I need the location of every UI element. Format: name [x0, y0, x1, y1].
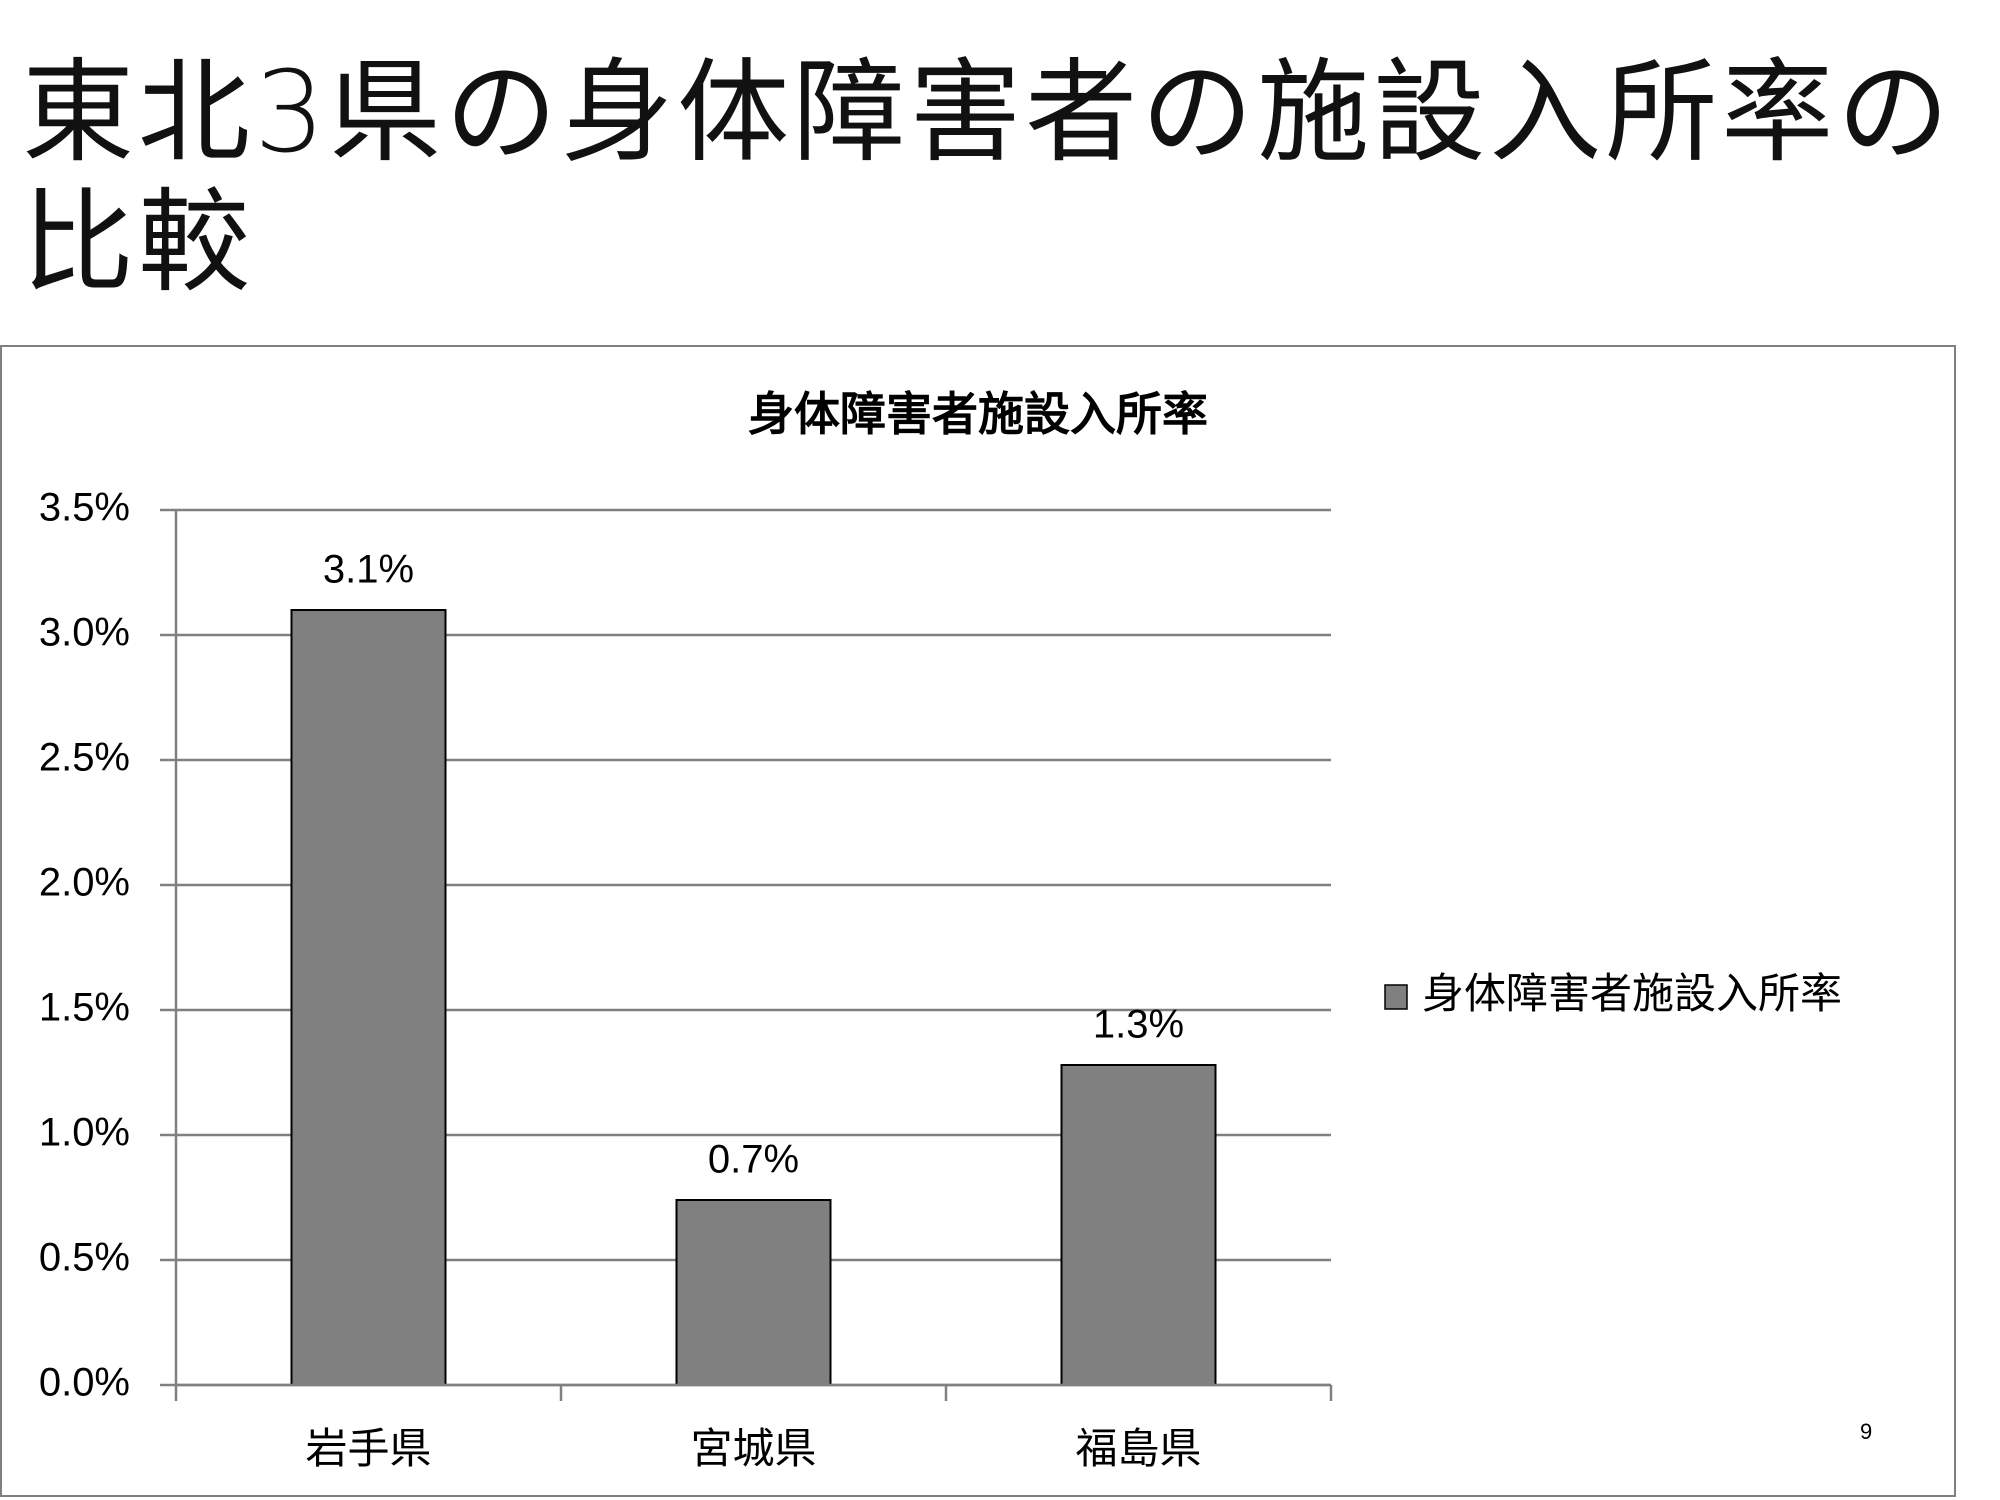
data-label: 0.7% — [708, 1138, 799, 1182]
legend-label: 身体障害者施設入所率 — [1422, 970, 1842, 1017]
slide-title: 東北3県の身体障害者の施設入所率の比較 — [22, 48, 1954, 308]
y-tick-label: 3.0% — [39, 611, 130, 655]
y-tick-label: 2.5% — [39, 736, 130, 780]
chart-border — [0, 345, 1956, 1497]
x-tick-label: 岩手県 — [305, 1425, 431, 1472]
bar — [290, 609, 447, 1386]
y-tick-label: 2.0% — [39, 861, 130, 905]
y-tick-label: 0.5% — [39, 1236, 130, 1280]
data-label: 3.1% — [323, 548, 414, 592]
y-tick-label: 3.5% — [39, 486, 130, 530]
chart-title: 身体障害者施設入所率 — [748, 388, 1208, 440]
bar — [1060, 1064, 1217, 1386]
y-tick-label: 1.0% — [39, 1111, 130, 1155]
page-number: 9 — [1860, 1419, 1872, 1444]
y-tick-label: 1.5% — [39, 986, 130, 1030]
x-tick-label: 宮城県 — [690, 1425, 816, 1472]
bar — [675, 1199, 832, 1386]
data-label: 1.3% — [1093, 1003, 1184, 1047]
y-tick-label: 0.0% — [39, 1361, 130, 1405]
x-tick-label: 福島県 — [1075, 1425, 1201, 1472]
legend-swatch — [1384, 984, 1408, 1010]
